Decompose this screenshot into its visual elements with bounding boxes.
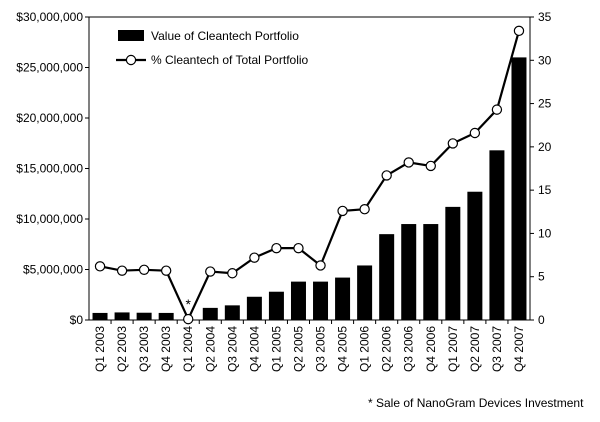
x-axis-tick-label: Q1 2004 (181, 326, 195, 372)
bar (489, 150, 505, 320)
left-axis-tick-label: $10,000,000 (16, 212, 83, 226)
x-axis-tick-label: Q3 2004 (225, 326, 239, 372)
bar (401, 224, 417, 320)
bar (92, 312, 108, 320)
line-point (447, 138, 459, 149)
right-axis-tick-label: 0 (538, 313, 545, 327)
annotation-marker: * (185, 296, 191, 312)
bar (511, 57, 527, 321)
line-point (403, 157, 414, 168)
line-point (271, 242, 282, 254)
x-axis-tick-label: Q4 2006 (424, 326, 438, 372)
line-point (160, 265, 172, 276)
bar (335, 277, 351, 320)
line-point (469, 127, 481, 139)
line-point (293, 242, 304, 254)
x-axis-tick-label: Q1 2006 (358, 326, 372, 372)
x-axis-tick-label: Q2 2004 (203, 326, 217, 372)
bar (379, 234, 395, 320)
line-point (513, 25, 525, 37)
bar (202, 307, 218, 320)
line-point (491, 104, 503, 115)
legend-label-line: % Cleantech of Total Portfolio (151, 53, 309, 67)
line-point (116, 265, 128, 276)
x-axis-tick-label: Q4 2003 (159, 326, 173, 372)
line-point (359, 203, 370, 215)
footnote: * Sale of NanoGram Devices Investment (368, 396, 584, 410)
x-axis-tick-label: Q1 2003 (93, 326, 107, 372)
x-axis-tick-label: Q2 2006 (380, 326, 394, 372)
x-axis-tick-label: Q3 2003 (137, 326, 151, 372)
legend-bar-swatch (118, 30, 144, 41)
bar (357, 265, 373, 320)
left-axis-tick-label: $30,000,000 (16, 10, 83, 24)
x-axis-tick-label: Q1 2005 (269, 326, 283, 372)
right-axis-tick-label: 10 (538, 226, 552, 240)
line-point (425, 160, 436, 172)
x-axis-tick-label: Q4 2005 (336, 326, 350, 372)
bar (423, 224, 439, 320)
line-point (183, 313, 194, 325)
line-point (205, 266, 216, 277)
bar (313, 281, 329, 320)
line-point (94, 261, 106, 272)
bar (246, 296, 262, 320)
line-point (227, 268, 238, 279)
left-axis-tick-label: $20,000,000 (16, 111, 83, 125)
bar (158, 312, 174, 320)
x-axis-tick-label: Q2 2007 (468, 326, 482, 372)
x-axis-tick-label: Q2 2003 (115, 326, 129, 372)
right-axis-tick-label: 25 (538, 97, 552, 111)
x-axis-tick-label: Q3 2006 (402, 326, 416, 372)
bar (445, 206, 461, 320)
line-point (249, 252, 260, 263)
left-axis-tick-label: $5,000,000 (23, 263, 83, 277)
legend-marker-swatch (125, 54, 137, 66)
right-axis-tick-label: 5 (538, 270, 545, 284)
x-axis-tick-label: Q1 2007 (446, 326, 460, 372)
line-point (381, 170, 392, 181)
bar (114, 312, 130, 320)
line-point (138, 264, 150, 275)
bar (290, 281, 306, 320)
x-axis-tick-label: Q3 2007 (490, 326, 504, 372)
right-axis-tick-label: 30 (538, 53, 552, 67)
x-axis-tick-label: Q4 2007 (512, 326, 526, 372)
bar (467, 191, 483, 320)
right-axis-tick-label: 20 (538, 140, 552, 154)
bar (268, 291, 284, 320)
line-series (99, 30, 521, 322)
bar (136, 312, 152, 320)
x-axis-tick-label: Q4 2004 (247, 326, 261, 372)
legend-label-bars: Value of Cleantech Portfolio (151, 29, 299, 43)
left-axis-tick-label: $25,000,000 (16, 61, 83, 75)
line-point (315, 260, 326, 271)
right-axis-tick-label: 35 (538, 10, 552, 24)
bar (224, 305, 240, 320)
right-axis-tick-label: 15 (538, 183, 552, 197)
x-axis-tick-label: Q3 2005 (314, 326, 328, 372)
line-point (337, 205, 348, 217)
left-axis-tick-label: $0 (70, 313, 84, 327)
x-axis-tick-label: Q2 2005 (291, 326, 305, 372)
left-axis-tick-label: $15,000,000 (16, 162, 83, 176)
